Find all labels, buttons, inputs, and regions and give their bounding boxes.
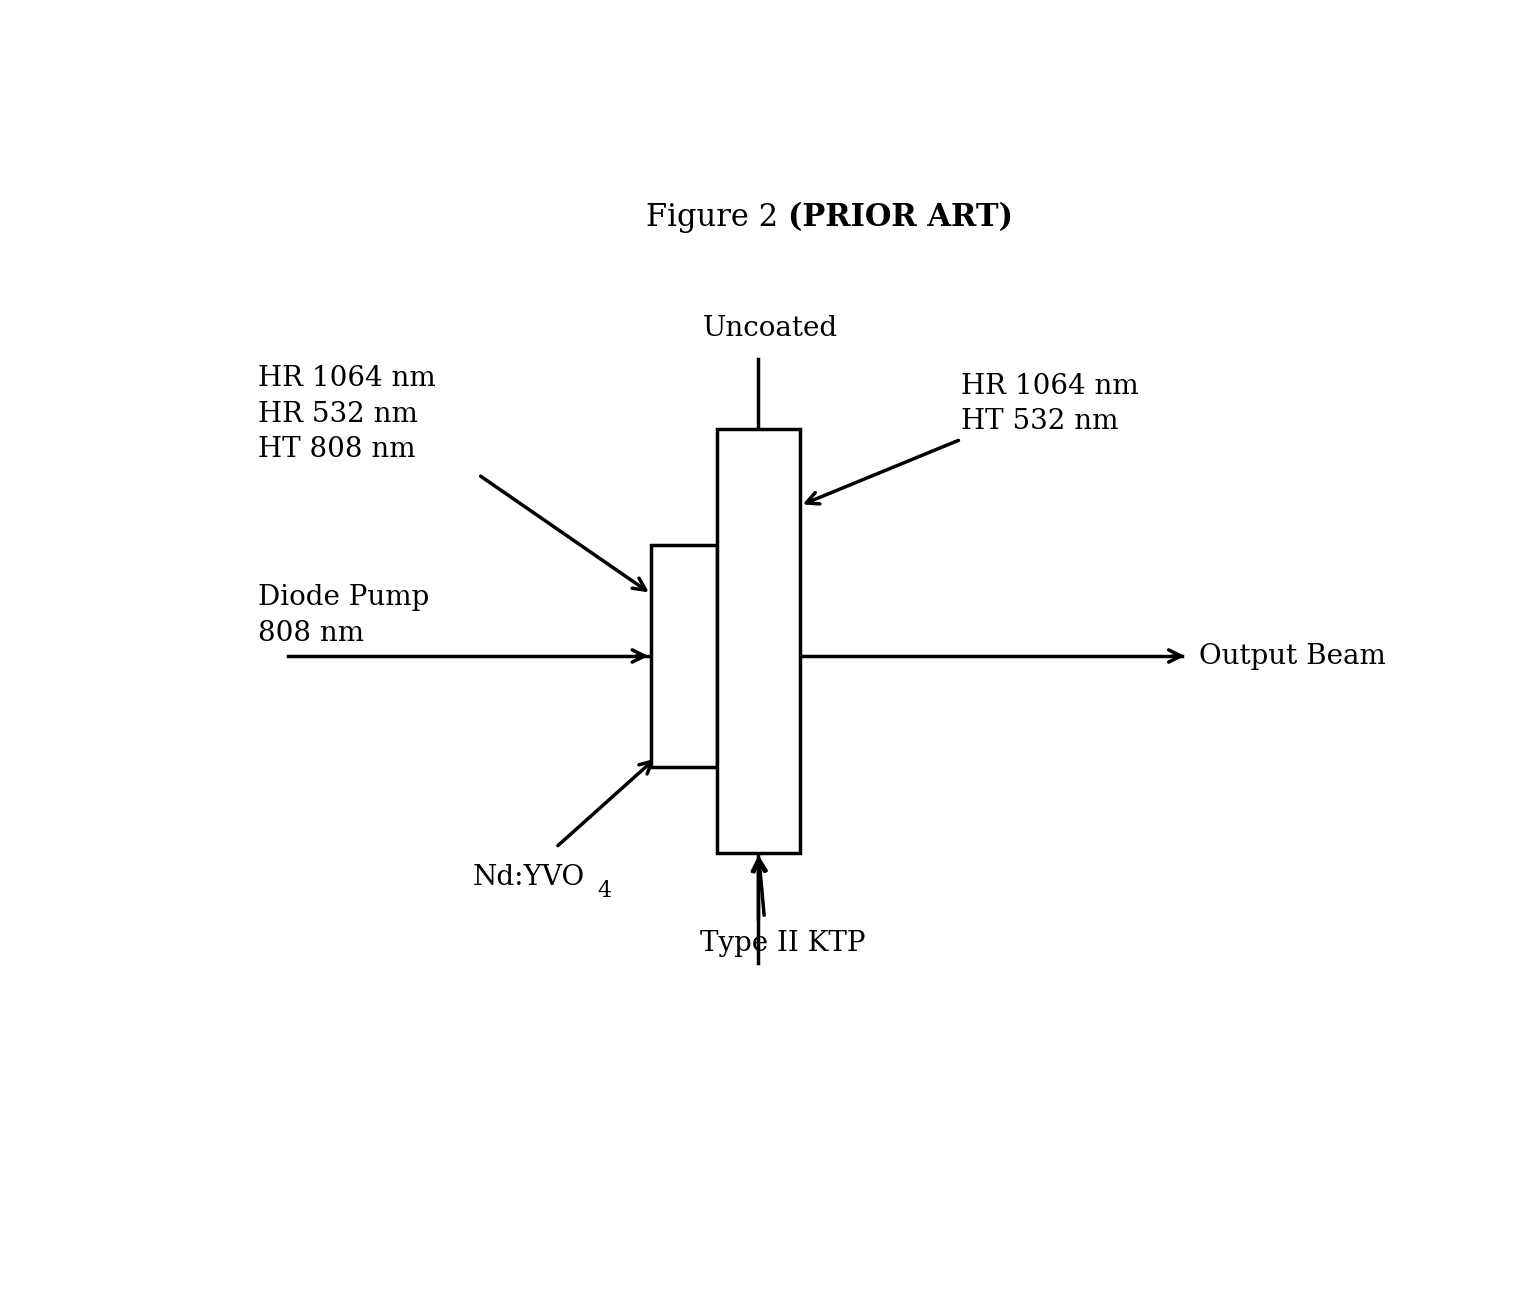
Text: (PRIOR ART): (PRIOR ART) xyxy=(789,202,1014,233)
Text: HR 1064 nm
HR 532 nm
HT 808 nm: HR 1064 nm HR 532 nm HT 808 nm xyxy=(258,365,435,463)
Text: Type II KTP: Type II KTP xyxy=(700,929,864,957)
Text: Figure 2: Figure 2 xyxy=(646,202,789,233)
Text: Diode Pump
808 nm: Diode Pump 808 nm xyxy=(258,585,429,647)
Text: Uncoated: Uncoated xyxy=(703,315,838,342)
Text: Nd:YVO: Nd:YVO xyxy=(472,864,584,891)
Text: 4: 4 xyxy=(597,880,612,902)
Bar xyxy=(651,545,717,767)
Bar xyxy=(717,429,800,852)
Text: HR 1064 nm
HT 532 nm: HR 1064 nm HT 532 nm xyxy=(961,373,1138,435)
Text: Output Beam: Output Beam xyxy=(1200,643,1386,669)
